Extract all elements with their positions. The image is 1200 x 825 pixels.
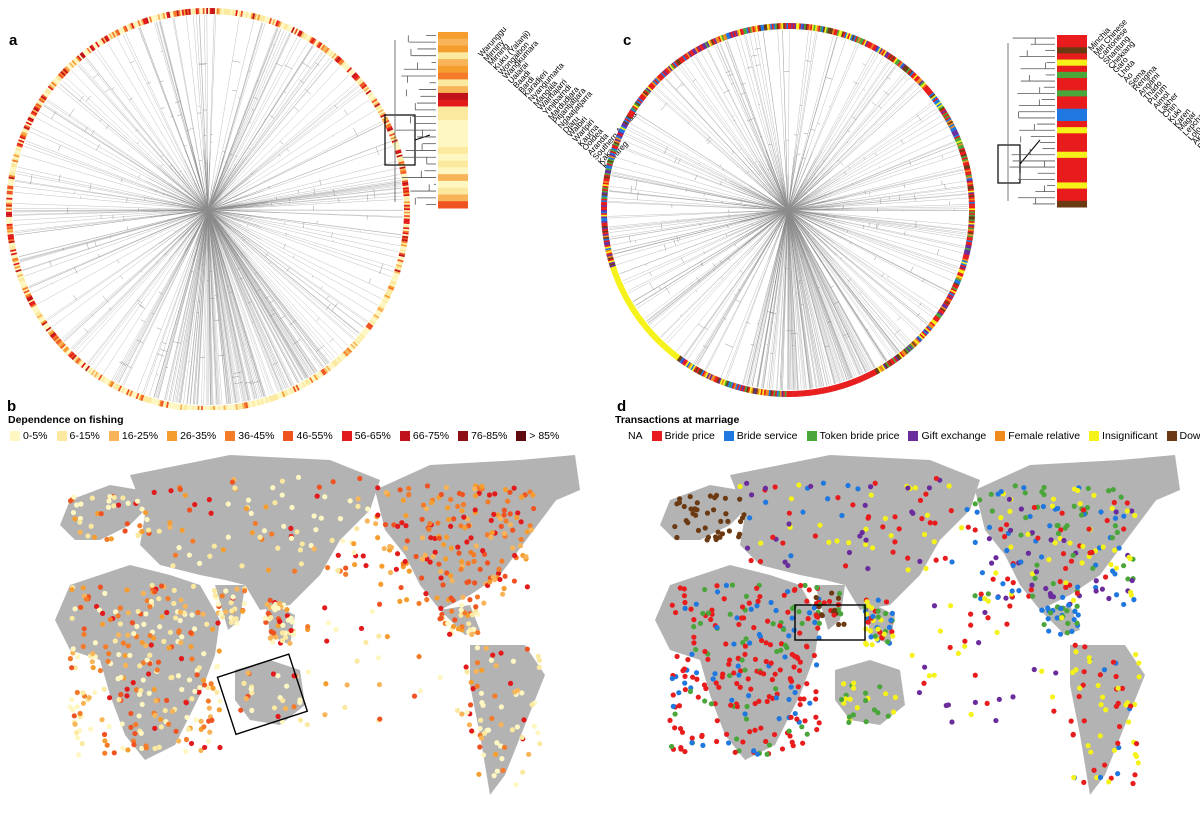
fishing-legend-swatch — [458, 431, 468, 441]
inset-tree — [1008, 38, 1055, 204]
marriage-legend-swatch — [1089, 431, 1099, 441]
fishing-legend-label: 46-55% — [296, 430, 332, 442]
marriage-legend-item: Gift exchange — [908, 430, 986, 442]
marriage-legend-title: Transactions at marriage — [615, 414, 739, 426]
fishing-legend-swatch — [516, 431, 526, 441]
fishing-legend-item: 0-5% — [10, 430, 48, 442]
fishing-legend-label: 36-45% — [238, 430, 274, 442]
fishing-legend-item: 66-75% — [400, 430, 449, 442]
fishing-legend-item: 46-55% — [283, 430, 332, 442]
inset-color-bar — [438, 32, 468, 209]
marriage-legend-label: Insignificant — [1102, 430, 1157, 442]
fishing-legend-swatch — [283, 431, 293, 441]
fishing-legend-swatch — [57, 431, 67, 441]
fishing-legend-label: 26-35% — [180, 430, 216, 442]
land-masses — [655, 455, 1180, 795]
inset-color-bar — [1057, 35, 1087, 208]
fishing-legend-swatch — [342, 431, 352, 441]
panel-label-b: b — [7, 398, 16, 415]
fishing-legend-swatch — [225, 431, 235, 441]
fishing-legend-label: 66-75% — [413, 430, 449, 442]
panel-b: b Dependence on fishing 0-5%6-15%16-25%2… — [0, 410, 600, 815]
marriage-legend-item: Bride service — [724, 430, 798, 442]
marriage-legend-item: Female relative — [995, 430, 1080, 442]
fishing-legend-label: 16-25% — [122, 430, 158, 442]
world-map-fishing — [0, 445, 600, 825]
marriage-legend-label: Bride price — [665, 430, 715, 442]
fishing-legend-label: 6-15% — [70, 430, 100, 442]
marriage-legend-swatch — [615, 431, 625, 441]
fishing-legend-swatch — [167, 431, 177, 441]
fishing-legend-item: 56-65% — [342, 430, 391, 442]
marriage-legend-label: Female relative — [1008, 430, 1080, 442]
marriage-legend-label: Dowry — [1180, 430, 1200, 442]
marriage-legend-swatch — [652, 431, 662, 441]
fishing-legend-label: > 85% — [529, 430, 559, 442]
fishing-legend-item: 16-25% — [109, 430, 158, 442]
fishing-legend-label: 0-5% — [23, 430, 48, 442]
marriage-legend-item: Bride price — [652, 430, 715, 442]
tree-branches — [608, 30, 968, 390]
fishing-legend-swatch — [400, 431, 410, 441]
fishing-legend-label: 56-65% — [355, 430, 391, 442]
marriage-legend-swatch — [724, 431, 734, 441]
fishing-legend-item: > 85% — [516, 430, 559, 442]
marriage-legend-swatch — [995, 431, 1005, 441]
marriage-legend-swatch — [1167, 431, 1177, 441]
zoom-box — [998, 145, 1020, 183]
fishing-legend-label: 76-85% — [471, 430, 507, 442]
marriage-legend-item: Insignificant — [1089, 430, 1157, 442]
marriage-legend-label: Gift exchange — [921, 430, 986, 442]
marriage-legend-swatch — [807, 431, 817, 441]
marriage-legend-item: Dowry — [1167, 430, 1200, 442]
marriage-legend-label: Bride service — [737, 430, 798, 442]
marriage-legend-label: Token bride price — [820, 430, 900, 442]
fishing-legend-swatch — [10, 431, 20, 441]
fishing-legend-item: 6-15% — [57, 430, 100, 442]
fishing-legend-item: 36-45% — [225, 430, 274, 442]
marriage-legend-label: NA — [628, 430, 643, 442]
fishing-legend-title: Dependence on fishing — [8, 414, 124, 426]
fishing-legend-item: 76-85% — [458, 430, 507, 442]
marriage-legend-item: Token bride price — [807, 430, 900, 442]
fishing-legend-swatch — [109, 431, 119, 441]
marriage-legend-swatch — [908, 431, 918, 441]
world-map-marriage — [600, 445, 1200, 825]
marriage-legend-item: NA — [615, 430, 643, 442]
panel-label-d: d — [617, 398, 626, 415]
fishing-legend-item: 26-35% — [167, 430, 216, 442]
tree-branches — [13, 15, 403, 405]
marriage-legend: NA Bride price Bride service Token bride pr… — [615, 430, 1200, 442]
fishing-legend: 0-5% 6-15% 16-25% 26-35% 36-45% 46-55% 56-65% 6… — [10, 430, 568, 442]
